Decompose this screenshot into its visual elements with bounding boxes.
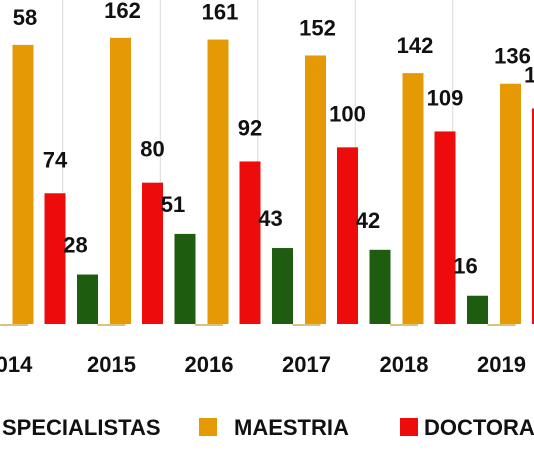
bar-maestria-2017 [305, 55, 326, 324]
x-tick-label: 2017 [282, 352, 331, 377]
legend-label-maestria: MAESTRIA [234, 415, 349, 440]
bar-especialistas-2019 [467, 296, 488, 324]
bars-layer [13, 38, 534, 324]
bar-maestria-2014 [13, 45, 34, 324]
data-label: 152 [299, 15, 336, 40]
bar-especialistas-2015 [77, 275, 98, 324]
data-label: 43 [258, 206, 282, 231]
bar-maestria-2018 [403, 73, 424, 324]
bar-maestria-2016 [208, 40, 229, 324]
data-label: 16 [453, 254, 477, 279]
data-label: 28 [63, 233, 87, 258]
x-tick-label: 2018 [380, 352, 429, 377]
data-label: 92 [238, 115, 262, 140]
x-tick-label: 2015 [87, 352, 136, 377]
bar-doctorado-2014 [45, 193, 66, 324]
bar-maestria-2019 [500, 84, 521, 324]
data-label: 122 [524, 62, 534, 87]
data-label: 74 [43, 147, 68, 172]
bar-doctorado-2017 [337, 147, 358, 324]
legend-swatch-doctorado [400, 418, 418, 436]
legend-swatch-maestria [199, 418, 217, 436]
bar-doctorado-2016 [240, 161, 261, 324]
x-axis-ticks: 014 2015 2016 2017 2018 2019 [0, 352, 526, 377]
bar-especialistas-2017 [272, 248, 293, 324]
data-label: 161 [202, 0, 239, 25]
legend-label-doctorado: DOCTORA [424, 415, 534, 440]
bar-especialistas-2016 [175, 234, 196, 324]
data-label: 109 [427, 85, 464, 110]
data-label: 162 [104, 0, 141, 23]
data-label: 51 [161, 192, 185, 217]
bar-doctorado-2018 [435, 131, 456, 324]
x-tick-label: 2019 [477, 352, 526, 377]
x-tick-label: 014 [0, 352, 33, 377]
bar-especialistas-2018 [370, 250, 391, 324]
data-label: 80 [140, 137, 164, 162]
legend-label-especialistas: SPECIALISTAS [2, 415, 161, 440]
data-label: 142 [397, 33, 434, 58]
data-label: 58 [13, 5, 37, 30]
legend: SPECIALISTAS MAESTRIA DOCTORA [0, 415, 534, 440]
data-label: 42 [356, 208, 380, 233]
x-tick-label: 2016 [185, 352, 234, 377]
data-label: 100 [329, 101, 366, 126]
bar-maestria-2015 [110, 38, 131, 324]
